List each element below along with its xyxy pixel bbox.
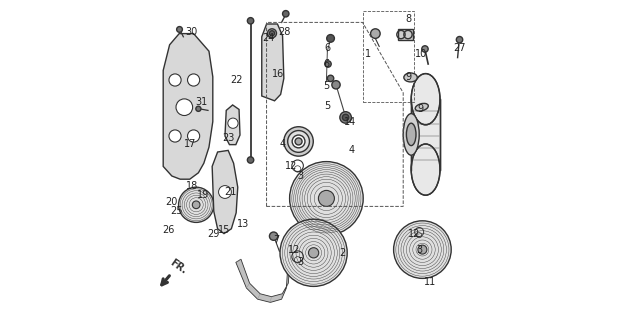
Text: 31: 31: [195, 97, 208, 108]
Text: 10: 10: [415, 49, 427, 60]
Circle shape: [343, 114, 349, 121]
Text: 4: 4: [349, 145, 355, 156]
Text: 14: 14: [344, 116, 356, 127]
Circle shape: [177, 27, 182, 32]
Text: 13: 13: [237, 219, 250, 229]
Text: 9: 9: [417, 104, 424, 114]
Text: 12: 12: [408, 228, 421, 239]
Circle shape: [270, 232, 278, 240]
Text: 27: 27: [453, 43, 466, 53]
Bar: [411, 99, 440, 170]
Circle shape: [394, 221, 451, 278]
Text: 3: 3: [298, 257, 304, 268]
Polygon shape: [212, 150, 238, 234]
Text: 5: 5: [323, 81, 329, 92]
Ellipse shape: [411, 74, 440, 125]
Circle shape: [218, 186, 232, 198]
Text: 21: 21: [224, 187, 236, 197]
Text: 16: 16: [272, 68, 285, 79]
Text: 12: 12: [288, 244, 301, 255]
Text: 6: 6: [324, 43, 331, 53]
Circle shape: [340, 112, 351, 123]
Text: 20: 20: [165, 196, 177, 207]
Text: 25: 25: [171, 206, 183, 216]
Circle shape: [192, 201, 200, 209]
Text: 6: 6: [323, 59, 329, 69]
Text: 4: 4: [279, 139, 285, 149]
Ellipse shape: [292, 135, 305, 148]
Text: 11: 11: [424, 276, 437, 287]
Circle shape: [270, 31, 275, 36]
Ellipse shape: [403, 114, 419, 155]
Text: 5: 5: [324, 100, 331, 111]
Text: 15: 15: [218, 225, 230, 236]
Circle shape: [318, 190, 334, 206]
Circle shape: [188, 130, 200, 142]
Text: 30: 30: [185, 27, 197, 37]
Ellipse shape: [295, 138, 302, 145]
Circle shape: [280, 219, 347, 286]
Circle shape: [196, 106, 201, 111]
Text: 17: 17: [184, 139, 197, 149]
Text: 24: 24: [263, 33, 275, 44]
Ellipse shape: [411, 144, 440, 195]
Polygon shape: [236, 227, 291, 302]
Text: 7: 7: [274, 235, 280, 245]
Circle shape: [371, 29, 380, 38]
Circle shape: [228, 118, 238, 128]
Text: 23: 23: [223, 132, 235, 143]
Polygon shape: [225, 105, 240, 145]
Circle shape: [422, 46, 428, 52]
Ellipse shape: [284, 127, 313, 156]
Text: 3: 3: [298, 171, 304, 181]
Text: 2: 2: [339, 248, 346, 258]
Circle shape: [268, 29, 276, 38]
Ellipse shape: [406, 123, 416, 146]
Circle shape: [327, 35, 334, 42]
Text: 12: 12: [285, 161, 298, 172]
Circle shape: [328, 75, 334, 82]
Circle shape: [247, 157, 254, 163]
Circle shape: [283, 11, 289, 17]
Text: 18: 18: [186, 180, 198, 191]
Text: 1: 1: [365, 49, 371, 60]
Text: 19: 19: [197, 190, 209, 200]
Circle shape: [169, 74, 181, 86]
Text: 29: 29: [208, 228, 220, 239]
Bar: [363, 11, 414, 102]
Polygon shape: [261, 24, 284, 101]
Circle shape: [188, 74, 200, 86]
Circle shape: [325, 61, 331, 67]
Circle shape: [308, 248, 319, 258]
Circle shape: [418, 245, 427, 254]
Circle shape: [169, 130, 181, 142]
Circle shape: [178, 187, 214, 222]
Circle shape: [456, 36, 463, 43]
Ellipse shape: [415, 103, 428, 111]
Text: 26: 26: [162, 225, 174, 236]
Text: 3: 3: [416, 244, 422, 255]
Text: FR.: FR.: [168, 257, 188, 276]
Text: 8: 8: [405, 14, 411, 24]
Text: 9: 9: [405, 72, 411, 82]
Circle shape: [332, 81, 340, 89]
Circle shape: [247, 18, 254, 24]
Polygon shape: [163, 34, 213, 179]
Bar: [397, 29, 413, 40]
Ellipse shape: [288, 131, 310, 152]
Circle shape: [176, 99, 193, 116]
Ellipse shape: [404, 73, 417, 82]
Circle shape: [290, 162, 363, 235]
Text: 28: 28: [278, 27, 291, 37]
Text: 22: 22: [230, 75, 243, 85]
